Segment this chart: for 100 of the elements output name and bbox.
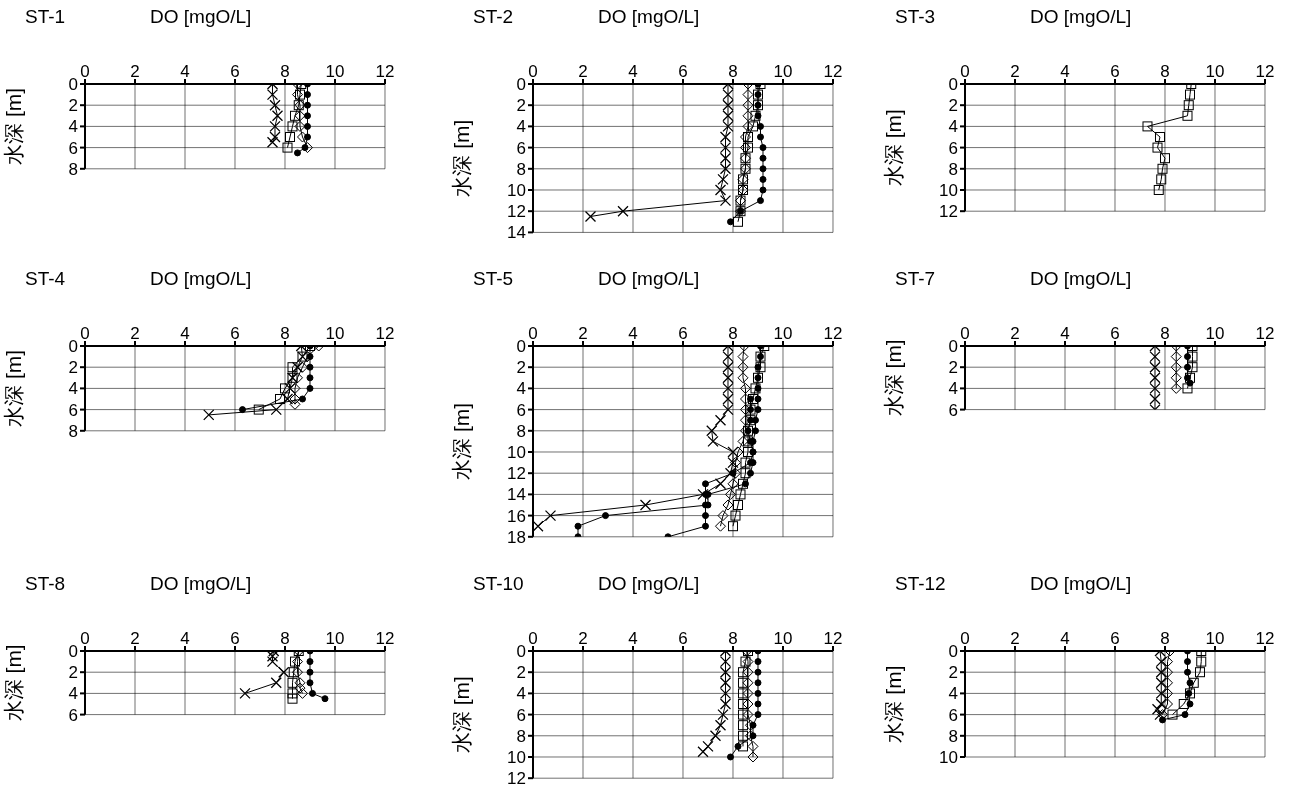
y-tick-label: 6: [516, 400, 526, 420]
x-tick-label: 6: [1110, 629, 1120, 648]
y-tick-label: 12: [507, 769, 527, 787]
y-tick-label: 8: [68, 421, 78, 441]
y-tick-label: 6: [948, 705, 958, 725]
x-tick-label: 2: [130, 324, 140, 343]
y-tick-label: 6: [516, 705, 527, 725]
chart-title: ST-12: [895, 573, 946, 595]
chart-title: ST-10: [473, 573, 524, 595]
x-tick-label: 4: [180, 324, 190, 343]
chart-title: ST-8: [25, 573, 66, 595]
y-tick-label: 0: [948, 337, 958, 357]
x-axis-title: DO [mgO/L]: [598, 268, 700, 290]
x-tick-label: 10: [1205, 324, 1225, 343]
x-tick-label: 10: [773, 629, 793, 648]
x-tick-label: 6: [1110, 324, 1120, 343]
x-tick-label: 6: [230, 62, 240, 81]
y-tick-label: 10: [507, 443, 526, 463]
y-tick-label: 8: [516, 726, 527, 746]
x-tick-label: 10: [1205, 629, 1225, 648]
y-tick-label: 0: [68, 75, 78, 95]
y-tick-label: 0: [948, 642, 958, 662]
y-tick-label: 16: [507, 506, 526, 526]
y-tick-label: 2: [516, 358, 526, 378]
x-tick-label: 8: [728, 324, 738, 343]
y-tick-label: 10: [939, 181, 959, 201]
y-axis-title: 水深 [m]: [450, 676, 474, 754]
x-tick-label: 4: [1060, 62, 1070, 81]
x-tick-label: 12: [375, 324, 395, 343]
chart-title: ST-2: [473, 6, 514, 28]
chart-title: ST-7: [895, 268, 936, 290]
y-tick-label: 2: [516, 663, 527, 683]
x-tick-label: 12: [1255, 324, 1275, 343]
x-axis-title: DO [mgO/L]: [1030, 6, 1132, 28]
x-tick-label: 6: [678, 324, 688, 343]
y-axis-title: 水深 [m]: [882, 665, 906, 743]
x-tick-label: 0: [80, 62, 90, 81]
y-tick-label: 6: [948, 138, 959, 158]
x-tick-label: 6: [678, 629, 688, 648]
y-tick-label: 2: [948, 663, 958, 683]
y-tick-label: 8: [68, 159, 78, 179]
y-tick-label: 14: [507, 485, 526, 505]
y-tick-label: 10: [939, 748, 958, 768]
x-tick-label: 2: [578, 62, 588, 81]
x-tick-label: 12: [823, 62, 843, 81]
x-tick-label: 0: [80, 629, 90, 648]
y-tick-label: 4: [516, 117, 526, 137]
x-tick-label: 10: [325, 629, 345, 648]
x-tick-label: 2: [130, 62, 140, 81]
x-tick-label: 4: [628, 629, 638, 648]
x-tick-label: 2: [578, 629, 588, 648]
y-axis-title: 水深 [m]: [450, 119, 474, 197]
x-tick-label: 10: [325, 324, 345, 343]
y-tick-label: 0: [68, 642, 78, 662]
y-tick-label: 4: [948, 684, 958, 704]
y-tick-label: 10: [507, 181, 526, 201]
chart-title: ST-1: [25, 6, 66, 28]
x-tick-label: 12: [1255, 62, 1275, 81]
x-tick-label: 12: [375, 629, 395, 648]
x-tick-label: 4: [180, 62, 190, 81]
x-tick-label: 2: [1010, 629, 1020, 648]
x-axis-title: DO [mgO/L]: [150, 6, 252, 28]
x-tick-label: 10: [325, 62, 345, 81]
y-tick-label: 14: [507, 223, 526, 243]
x-axis-title: DO [mgO/L]: [1030, 573, 1132, 595]
x-tick-label: 8: [1160, 629, 1170, 648]
y-tick-label: 10: [507, 748, 527, 768]
chart-title: ST-5: [473, 268, 514, 290]
x-tick-label: 8: [728, 629, 738, 648]
x-tick-label: 12: [375, 62, 395, 81]
y-tick-label: 2: [948, 96, 959, 116]
y-tick-label: 6: [948, 400, 958, 420]
y-tick-label: 12: [939, 202, 959, 222]
y-axis-title: 水深 [m]: [882, 109, 906, 187]
y-tick-label: 12: [507, 202, 526, 222]
x-axis-title: DO [mgO/L]: [150, 268, 252, 290]
y-tick-label: 2: [948, 358, 958, 378]
y-tick-label: 0: [948, 75, 959, 95]
y-tick-label: 0: [516, 642, 527, 662]
x-axis-title: DO [mgO/L]: [150, 573, 252, 595]
y-tick-label: 2: [68, 663, 78, 683]
x-tick-label: 8: [1160, 324, 1170, 343]
y-axis-title: 水深 [m]: [2, 349, 26, 427]
x-tick-label: 12: [823, 324, 843, 343]
y-tick-label: 4: [516, 684, 527, 704]
y-tick-label: 0: [516, 337, 526, 357]
x-tick-label: 2: [578, 324, 588, 343]
x-tick-label: 4: [628, 324, 638, 343]
y-tick-label: 8: [516, 159, 526, 179]
y-tick-label: 6: [68, 400, 78, 420]
x-tick-label: 12: [1255, 629, 1275, 648]
chart-title: ST-3: [895, 6, 936, 28]
x-tick-label: 0: [80, 324, 90, 343]
y-tick-label: 2: [516, 96, 526, 116]
x-tick-label: 6: [1110, 62, 1120, 81]
x-tick-label: 8: [280, 324, 290, 343]
y-tick-label: 0: [516, 75, 526, 95]
x-tick-label: 2: [130, 629, 140, 648]
y-axis-title: 水深 [m]: [2, 644, 26, 722]
x-tick-label: 8: [1160, 62, 1170, 81]
